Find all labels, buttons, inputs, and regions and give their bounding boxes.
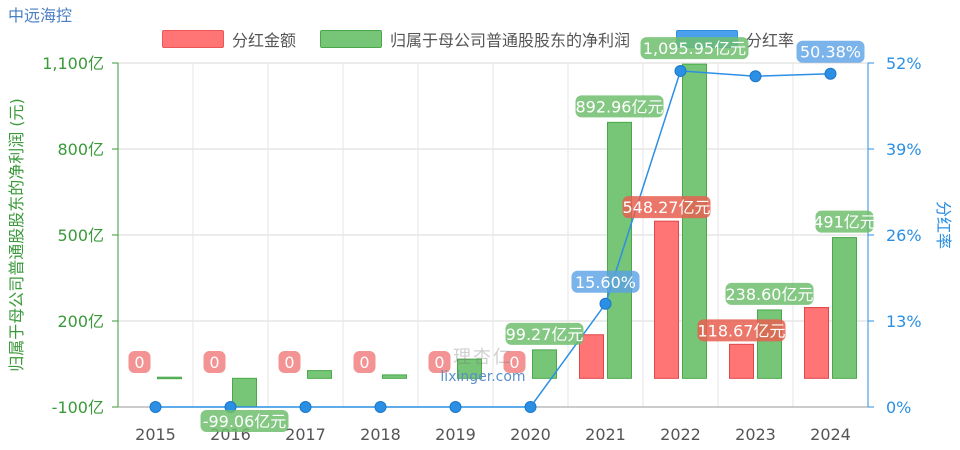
data-label-payout-bg xyxy=(796,40,865,63)
point-payout xyxy=(749,70,762,83)
y-left-tick-label: 1,100亿 xyxy=(42,54,104,73)
watermark-en: lixinger.com xyxy=(440,369,526,385)
data-label-net-profit-bg xyxy=(640,37,749,60)
data-label-dividend-bg xyxy=(353,351,376,373)
point-payout xyxy=(524,401,537,413)
point-payout xyxy=(599,297,612,310)
data-label-dividend-bg xyxy=(203,351,226,373)
watermark-cn: 理杏仁 xyxy=(453,347,513,368)
x-tick-label: 2019 xyxy=(435,425,476,444)
data-label-net-profit: 1,095.95亿元 xyxy=(643,39,746,58)
y-left-tick-label: 200亿 xyxy=(57,312,104,331)
data-label-payout: 15.60% xyxy=(575,273,636,292)
bar-net-profit xyxy=(382,374,407,379)
point-payout xyxy=(449,401,462,413)
data-label-dividend: 0 xyxy=(209,353,219,372)
bar-net-profit xyxy=(232,377,257,408)
x-tick-label: 2021 xyxy=(585,425,626,444)
bar-dividend xyxy=(804,307,829,379)
legend-item-dividend[interactable]: 分红金额 xyxy=(162,28,296,50)
data-label-dividend-bg xyxy=(428,351,451,373)
bar-net-profit xyxy=(307,370,332,379)
legend-label-payout: 分红率 xyxy=(746,31,795,50)
x-tick-label: 2015 xyxy=(135,425,176,444)
y-right-tick-label: 39% xyxy=(886,140,922,159)
data-label-dividend: 0 xyxy=(434,353,444,372)
data-label-dividend: 118.67亿元 xyxy=(698,321,786,340)
bar-net-profit xyxy=(607,121,632,379)
legend-swatch-dividend xyxy=(162,30,224,48)
bar-dividend xyxy=(579,334,604,379)
bar-dividend xyxy=(729,343,754,379)
bar-net-profit xyxy=(457,358,482,379)
y-left-axis-title: 归属于母公司普通股股东的净利润 (元) xyxy=(7,98,26,372)
data-label-dividend: 0 xyxy=(509,353,519,372)
data-label-net-profit: 892.96亿元 xyxy=(576,97,664,116)
x-tick-label: 2023 xyxy=(735,425,776,444)
data-label-dividend-bg xyxy=(697,319,786,342)
legend-label-dividend: 分红金额 xyxy=(232,31,297,50)
data-label-net-profit-bg xyxy=(575,95,664,118)
y-right-tick-label: 52% xyxy=(886,54,922,73)
data-label-dividend-bg xyxy=(278,351,301,373)
y-left-tick-label: 800亿 xyxy=(57,140,104,159)
y-right-tick-label: 0% xyxy=(886,398,911,417)
point-payout xyxy=(824,67,837,80)
x-tick-label: 2024 xyxy=(810,425,851,444)
data-label-net-profit: 238.60亿元 xyxy=(726,285,814,304)
legend-swatch-net-profit xyxy=(320,30,382,48)
legend-item-net-profit[interactable]: 归属于母公司普通股股东的净利润 xyxy=(320,28,630,50)
point-payout xyxy=(299,401,312,413)
data-label-net-profit: 491亿元 xyxy=(813,213,876,232)
point-payout xyxy=(674,64,687,77)
data-label-payout-bg xyxy=(571,270,640,293)
app-title: 中远海控 xyxy=(8,6,73,25)
point-payout xyxy=(374,401,387,413)
y-right-axis-title: 分红率 xyxy=(934,201,953,249)
data-label-dividend: 0 xyxy=(134,353,144,372)
watermark: 理杏仁 lixinger.com xyxy=(433,343,533,393)
line-payout xyxy=(155,70,831,408)
data-label-dividend-bg xyxy=(128,351,151,373)
data-label-dividend-bg xyxy=(503,351,526,373)
bar-dividend xyxy=(654,220,679,379)
y-right-tick-label: 26% xyxy=(886,226,922,245)
data-label-dividend: 0 xyxy=(359,353,369,372)
data-label-net-profit-bg xyxy=(505,322,584,345)
bar-net-profit xyxy=(157,376,182,380)
y-left-tick-label: 500亿 xyxy=(57,226,104,245)
x-tick-label: 2020 xyxy=(510,425,551,444)
data-label-dividend-bg xyxy=(622,196,711,219)
data-label-net-profit-bg xyxy=(815,210,874,233)
legend-label-net-profit: 归属于母公司普通股股东的净利润 xyxy=(390,31,631,50)
x-tick-label: 2017 xyxy=(285,425,326,444)
data-label-net-profit: -99.06亿元 xyxy=(203,412,287,431)
data-label-net-profit-bg xyxy=(725,282,814,305)
data-label-net-profit-bg xyxy=(200,410,289,432)
x-tick-label: 2018 xyxy=(360,425,401,444)
x-tick-label: 2022 xyxy=(660,425,701,444)
bar-net-profit xyxy=(532,349,557,379)
y-right-tick-label: 13% xyxy=(886,312,922,331)
data-label-net-profit: 99.27亿元 xyxy=(506,325,584,344)
data-label-dividend: 548.27亿元 xyxy=(623,198,711,217)
data-label-dividend: 0 xyxy=(284,353,294,372)
y-left-tick-label: -100亿 xyxy=(52,398,104,417)
bar-net-profit xyxy=(832,237,857,379)
data-label-payout: 50.38% xyxy=(800,43,861,62)
point-payout xyxy=(149,401,162,413)
